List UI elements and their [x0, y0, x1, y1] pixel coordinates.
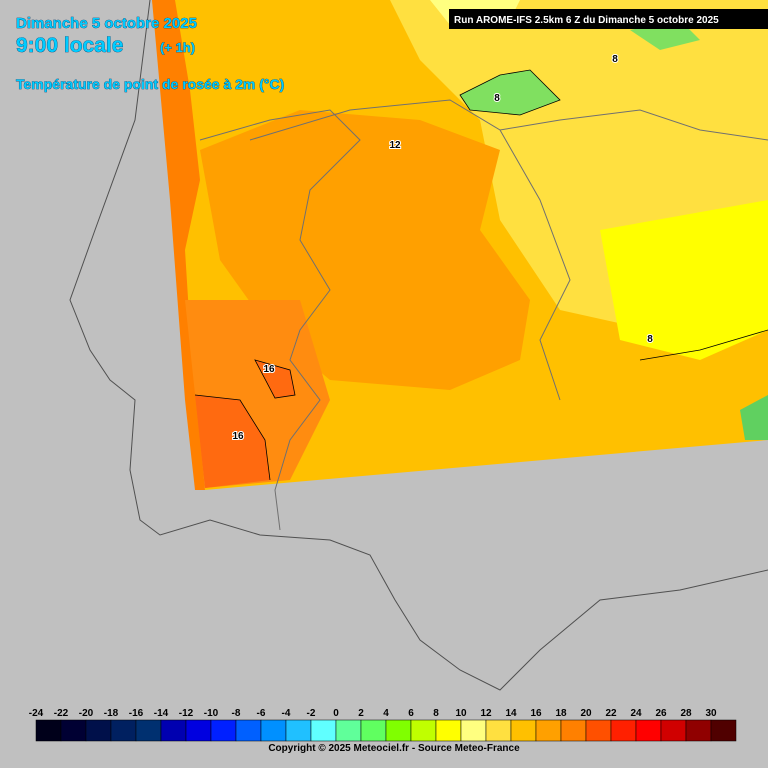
legend-swatch	[635, 719, 662, 742]
legend-tick-label: -24	[29, 708, 44, 719]
legend-swatch	[335, 719, 362, 742]
legend-swatch	[460, 719, 487, 742]
legend-tick-label: 2	[358, 708, 364, 719]
legend-swatch	[135, 719, 162, 742]
legend-swatch	[510, 719, 537, 742]
legend-swatch	[410, 719, 437, 742]
legend-tick-label: -8	[232, 708, 241, 719]
contour-labels: 12 8 16 16 8 8	[231, 53, 654, 443]
legend-swatch	[385, 719, 412, 742]
legend-tick-label: -16	[129, 708, 144, 719]
isoline	[194, 69, 768, 481]
legend-swatch	[660, 719, 687, 742]
legend-swatch	[485, 719, 512, 742]
legend-tick-label: -18	[104, 708, 119, 719]
legend-swatch	[585, 719, 612, 742]
legend-tick-label: -10	[204, 708, 219, 719]
coastline	[69, 0, 768, 691]
legend-tick-label: 14	[505, 708, 517, 719]
legend-tick-label: 16	[530, 708, 542, 719]
run-box	[449, 9, 768, 29]
legend-tick-label: 0	[333, 708, 339, 719]
zone-green	[460, 70, 560, 115]
legend: -24 -22 -20 -18 -16 -14 -12 -10 -8 -6 -4 -2 0 2 4 6 8 10 1…	[29, 708, 737, 742]
legend-tick-label: 6	[408, 708, 414, 719]
legend-swatch	[360, 719, 387, 742]
legend-tick-label: 28	[680, 708, 692, 719]
legend-tick-label: -12	[179, 708, 194, 719]
offset: (+ 1h)	[160, 40, 195, 55]
legend-tick-label: -14	[154, 708, 169, 719]
legend-swatch	[610, 719, 637, 742]
date: Dimanche 5 octobre 2025	[16, 15, 197, 32]
contour-label: 12	[389, 140, 401, 151]
legend-tick-label: 10	[455, 708, 467, 719]
zone-west	[152, 0, 205, 490]
legend-tick-label: 30	[705, 708, 717, 719]
legend-swatch	[260, 719, 287, 742]
legend-tick-label: 18	[555, 708, 567, 719]
legend-tick-label: 24	[630, 708, 642, 719]
legend-tick-label: -4	[282, 708, 291, 719]
zone-bright-yellow	[600, 200, 768, 360]
border	[199, 99, 768, 531]
legend-swatch	[310, 719, 337, 742]
contour-label: 8	[647, 334, 653, 345]
legend-swatch	[710, 719, 737, 742]
legend-tick-label: 20	[580, 708, 592, 719]
copyright: Copyright © 2025 Meteociel.fr - Source M…	[268, 743, 520, 754]
legend-tick-label: -22	[54, 708, 69, 719]
time: 9:00 locale	[16, 34, 123, 57]
legend-tick-label: 22	[605, 708, 617, 719]
legend-tick-label: 4	[383, 708, 389, 719]
legend-swatch	[560, 719, 587, 742]
legend-swatch	[110, 719, 137, 742]
legend-tick-label: 12	[480, 708, 492, 719]
legend-swatch	[35, 719, 62, 742]
zone-green3	[740, 395, 768, 440]
legend-swatch	[85, 719, 112, 742]
contour-label: 8	[494, 93, 500, 104]
legend-tick-label: 26	[655, 708, 667, 719]
legend-swatch	[185, 719, 212, 742]
contour-label: 16	[263, 364, 275, 375]
contour-label: 8	[612, 54, 618, 65]
legend-tick-label: -20	[79, 708, 94, 719]
legend-tick-label: -6	[257, 708, 266, 719]
variable: Température de point de rosée à 2m (°C)	[16, 76, 284, 92]
legend-swatch	[685, 719, 712, 742]
legend-swatch	[435, 719, 462, 742]
run-info: Run AROME-IFS 2.5km 6 Z du Dimanche 5 oc…	[454, 15, 719, 26]
legend-swatch	[535, 719, 562, 742]
zone-hot2	[255, 360, 295, 398]
legend-tick-label: -2	[307, 708, 316, 719]
contour-label: 16	[232, 431, 244, 442]
legend-swatch	[210, 719, 237, 742]
legend-swatch	[160, 719, 187, 742]
legend-tick-label: 8	[433, 708, 439, 719]
legend-swatch	[285, 719, 312, 742]
legend-swatch	[60, 719, 87, 742]
legend-swatch	[235, 719, 262, 742]
